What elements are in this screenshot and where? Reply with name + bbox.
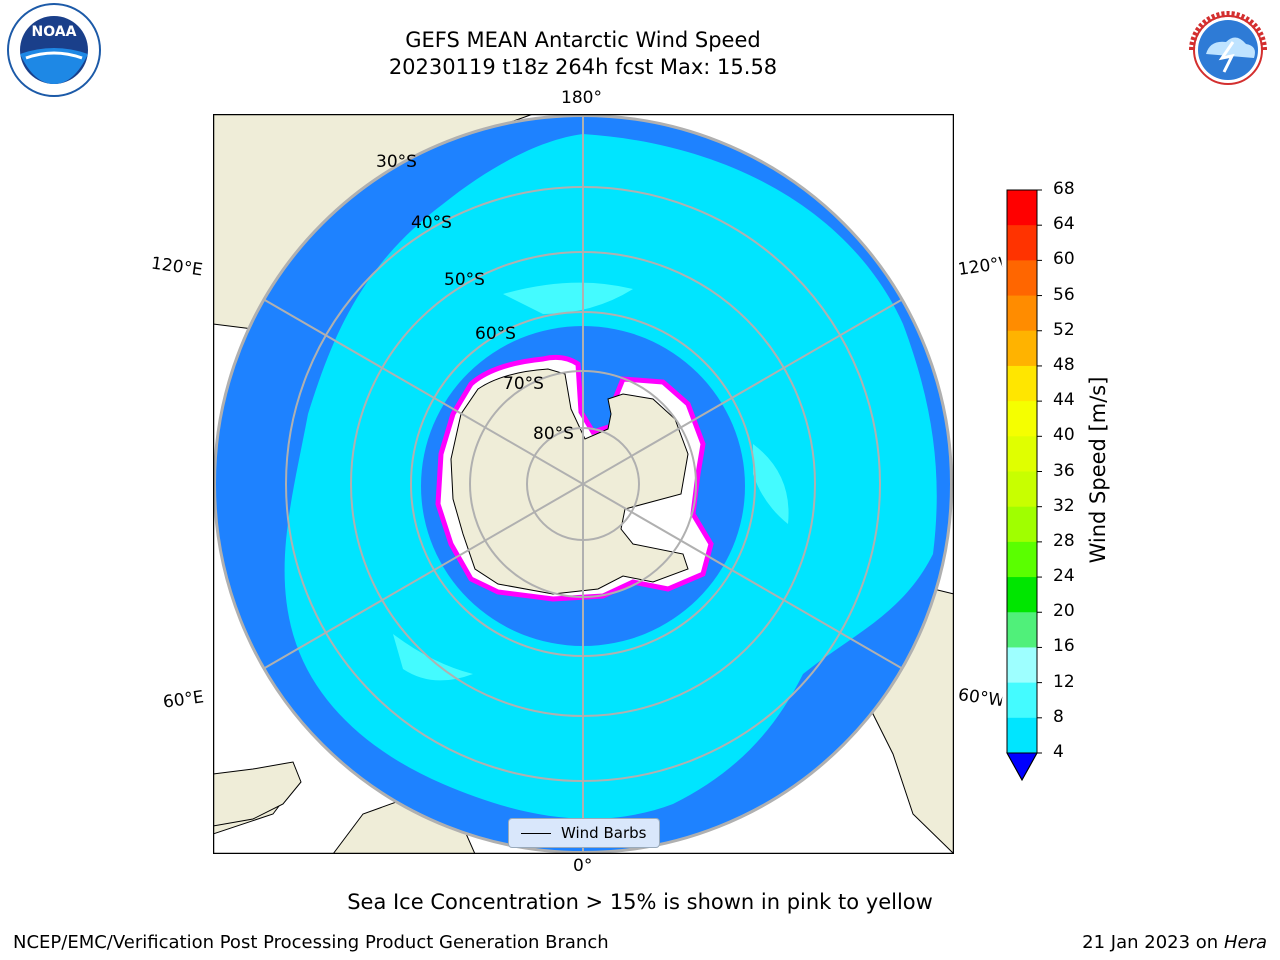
chart-title: GEFS MEAN Antarctic Wind Speed [405,28,761,52]
chart-subtitle: 20230119 t18z 264h fcst Max: 15.58 [388,55,778,79]
colorbar-segment [1007,577,1037,613]
colorbar-tick-label: 8 [1053,706,1064,727]
lat-label-50s: 50°S [444,270,485,290]
lat-label-80s: 80°S [533,424,574,444]
colorbar-tick-label: 68 [1053,179,1075,199]
colorbar-outline [1006,189,1038,782]
lon-label-120w: 120°W [956,254,1004,280]
lon-label-120e: 120°E [149,253,204,281]
colorbar-tick-label: 52 [1053,319,1075,340]
colorbar-segment [1007,225,1037,261]
lat-label-30s: 30°S [376,152,417,172]
map-legend: Wind Barbs [508,818,660,848]
lat-label-60s: 60°S [475,324,516,344]
colorbar-segment [1007,436,1037,472]
colorbar-tick-label: 4 [1053,742,1064,762]
colorbar-tick-label: 40 [1053,425,1075,446]
colorbar-segment [1007,190,1037,226]
colorbar-tick-label: 28 [1053,530,1075,551]
colorbar-extend-arrow [1006,752,1038,782]
lat-label-70s: 70°S [503,374,544,394]
polar-map [213,114,954,854]
legend-label: Wind Barbs [561,824,647,842]
footer-machine: Hera [1223,932,1267,953]
colorbar-segment [1007,717,1037,754]
colorbar-segment [1007,541,1037,578]
colorbar-segment [1007,295,1037,332]
nws-logo [1182,4,1274,96]
colorbar-tick-label: 60 [1053,249,1075,270]
lon-label-180: 180° [561,88,602,108]
colorbar-tick-label: 48 [1053,354,1075,375]
caption: Sea Ice Concentration > 15% is shown in … [347,890,933,914]
colorbar-tick-label: 64 [1053,214,1075,235]
colorbar-segment [1007,506,1037,543]
colorbar-segment [1007,401,1037,437]
colorbar-segment [1007,365,1037,402]
lat-label-40s: 40°S [411,213,452,233]
colorbar-tick-label: 24 [1053,566,1075,587]
colorbar-tick-label: 16 [1053,636,1075,657]
wind-barb-legend-line [521,832,551,834]
colorbar-tick-label: 56 [1053,284,1075,305]
colorbar-tick-label: 12 [1053,671,1075,692]
colorbar-segment [1007,647,1037,684]
colorbar-tick-label: 44 [1053,390,1075,411]
colorbar-segment [1007,330,1037,367]
colorbar [1006,189,1042,782]
colorbar-tick-label: 36 [1053,460,1075,481]
colorbar-tick-label: 32 [1053,495,1075,516]
svg-text:NOAA: NOAA [32,24,77,40]
colorbar-tick-label: 20 [1053,601,1075,622]
lon-label-60w: 60°W [956,685,1004,711]
noaa-logo: NOAA [7,3,101,97]
colorbar-label: Wind Speed [m/s] [1086,376,1110,564]
lon-label-60e: 60°E [161,687,206,713]
lon-label-0: 0° [573,856,593,876]
colorbar-segment [1007,471,1037,508]
colorbar-segment [1007,612,1037,648]
colorbar-segment [1007,682,1037,719]
colorbar-segment [1007,260,1037,297]
footer-date: 21 Jan 2023 on Hera [1082,932,1267,953]
footer-credit: NCEP/EMC/Verification Post Processing Pr… [13,932,609,953]
footer-date-text: 21 Jan 2023 on [1082,932,1224,953]
